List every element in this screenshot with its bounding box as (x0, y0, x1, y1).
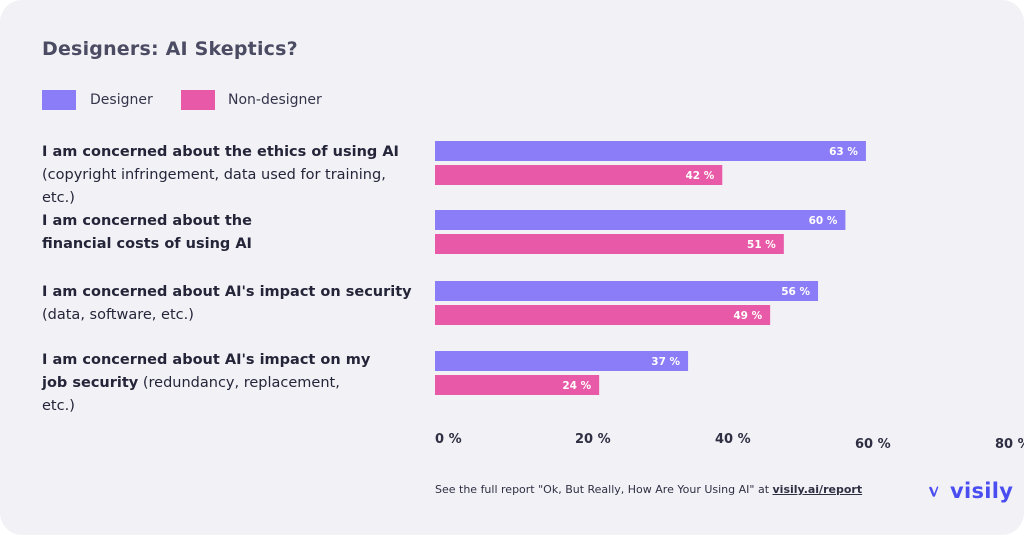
question-label-financial: I am concerned about the financial costs… (42, 210, 312, 256)
visily-v-logo-icon (929, 486, 939, 497)
bar-designer (435, 141, 866, 161)
bar-non-designer (435, 305, 771, 325)
question-label-ethics: I am concerned about the ethics of using… (42, 141, 422, 210)
x-tick-label: 40 % (715, 432, 751, 447)
legend-label-non-designer: Non-designer (228, 92, 322, 108)
bar-value-label: 60 % (809, 215, 838, 227)
x-tick-label: 60 % (855, 437, 891, 452)
bar-value-label: 63 % (829, 146, 858, 158)
question-bold: I am concerned about AI's impact on secu… (42, 284, 412, 300)
question-bold: I am concerned about the ethics of using… (42, 144, 399, 160)
bar-value-label: 51 % (747, 239, 776, 251)
question-detail: (redundancy, replacement, etc.) (42, 375, 340, 414)
question-bold: I am concerned about AI's impact on my j… (42, 352, 371, 391)
x-tick-label: 20 % (575, 432, 611, 447)
legend-swatch-non-designer (181, 90, 215, 110)
question-detail: (copyright infringement, data used for t… (42, 167, 386, 206)
footer-note: See the full report "Ok, But Really, How… (435, 483, 862, 496)
x-tick-label: 0 % (435, 432, 462, 447)
bar-value-label: 24 % (562, 380, 591, 392)
bar-designer (435, 281, 819, 301)
report-link[interactable]: visily.ai/report (772, 483, 863, 496)
bar-value-label: 37 % (651, 356, 680, 368)
bar-designer (435, 210, 846, 230)
question-label-security: I am concerned about AI's impact on secu… (42, 281, 422, 327)
bar-value-label: 49 % (733, 310, 762, 322)
legend-swatch-designer (42, 90, 76, 110)
chart-title: Designers: AI Skeptics? (42, 38, 298, 60)
bar-designer (435, 351, 689, 371)
bar-value-label: 42 % (685, 170, 714, 182)
bar-non-designer (435, 165, 723, 185)
bar-non-designer (435, 234, 784, 254)
legend-label-designer: Designer (90, 92, 153, 108)
x-tick-label: 80 % (995, 437, 1024, 452)
question-label-job-security: I am concerned about AI's impact on my j… (42, 349, 372, 418)
bar-value-label: 56 % (781, 286, 810, 298)
footer-text: See the full report "Ok, But Really, How… (435, 483, 773, 496)
bar-non-designer (435, 375, 600, 395)
visily-logo-text: visily (950, 479, 1014, 503)
question-detail: (data, software, etc.) (42, 307, 194, 323)
question-bold: I am concerned about the financial costs… (42, 213, 252, 252)
